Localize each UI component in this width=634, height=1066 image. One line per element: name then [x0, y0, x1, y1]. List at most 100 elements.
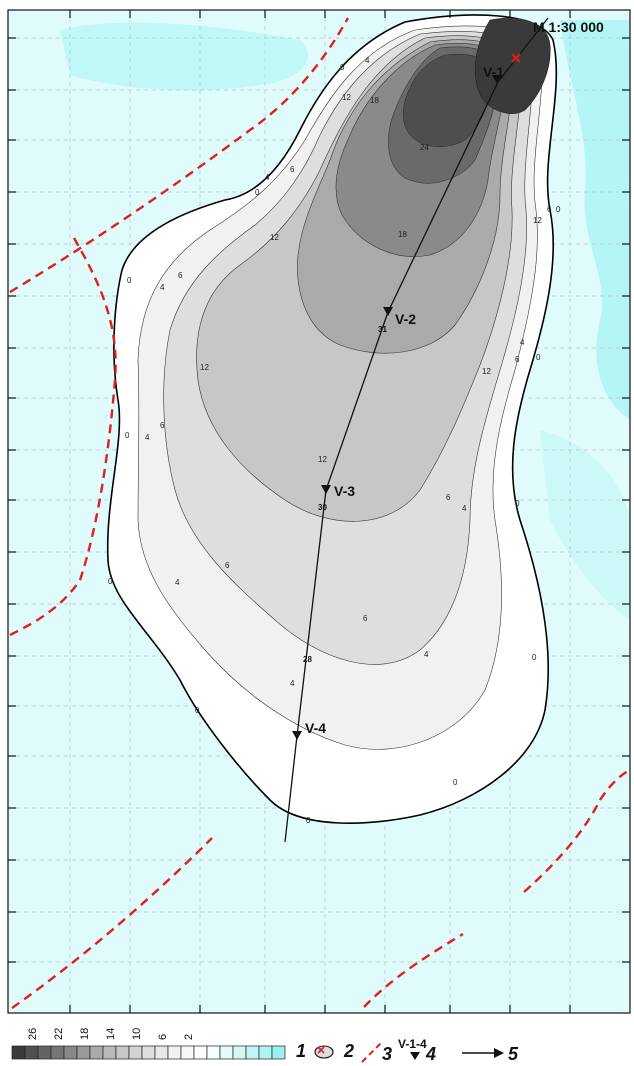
contour-label: 4	[462, 504, 467, 513]
scarp-marker	[511, 53, 521, 63]
fault-line	[11, 837, 213, 1009]
legend-tick-label: 22	[53, 1028, 65, 1040]
water-shallow-zone	[560, 20, 630, 420]
legend-swatch	[89, 1045, 104, 1060]
legend-swatch	[102, 1045, 117, 1060]
contour-label: 12	[482, 367, 491, 376]
map-frame	[7, 9, 631, 1014]
legend-swatch	[258, 1045, 273, 1060]
legend-swatch	[115, 1045, 130, 1060]
contour-label: 0	[125, 431, 130, 440]
contour-label: 6	[290, 165, 295, 174]
contour-label: 6	[160, 421, 165, 430]
contour-label: 0	[340, 63, 345, 72]
legend-swatch	[167, 1045, 182, 1060]
legend-item-4: 4	[425, 1044, 436, 1064]
well-label: V-2	[395, 311, 416, 327]
legend-item-2: 2	[343, 1041, 354, 1061]
contour-label: 0	[556, 205, 561, 214]
contour-label: 0	[255, 188, 260, 197]
legend-arrow-head	[494, 1048, 504, 1058]
legend-item-3: 3	[382, 1044, 392, 1064]
contour-label: 6	[547, 205, 552, 214]
contour-label: 18	[398, 230, 407, 239]
fault-line	[9, 17, 350, 294]
legend-well-icon	[410, 1052, 420, 1060]
profile-line	[284, 17, 549, 843]
fault-line	[363, 932, 464, 1008]
legend-item-5: 5	[508, 1044, 519, 1064]
legend-swatch	[24, 1045, 39, 1060]
legend-tick-labels: 26 22 18 14 10 6 2	[27, 1028, 195, 1040]
contour-label: 6	[446, 493, 451, 502]
contour-label: 4	[290, 679, 295, 688]
legend-fault-icon	[361, 1041, 383, 1063]
legend-swatch	[245, 1045, 260, 1060]
isopach-contours	[106, 14, 558, 824]
legend-swatch	[154, 1045, 169, 1060]
legend-tick-label: 10	[131, 1028, 143, 1040]
well-label: V-3	[334, 483, 355, 499]
legend-item-1: 1	[296, 1041, 306, 1061]
contour-label: 4	[424, 650, 429, 659]
legend-color-scale	[11, 1045, 286, 1060]
legend-tick-label: 26	[27, 1028, 39, 1040]
legend-swatch	[141, 1045, 156, 1060]
legend-swatch	[193, 1045, 208, 1060]
contour-label: 4	[365, 56, 370, 65]
contour-label: 6	[225, 561, 230, 570]
legend-swatch	[76, 1045, 91, 1060]
scale-label: M 1:30 000	[533, 19, 604, 35]
contour-label: 18	[370, 96, 379, 105]
contour-label: 12	[342, 93, 351, 102]
water-shallow-zone	[540, 430, 630, 620]
contour-label: 0	[532, 653, 537, 662]
legend-swatch	[50, 1045, 65, 1060]
contour-label: 12	[270, 233, 279, 242]
contour-label: 0	[536, 353, 541, 362]
well-marker-icon	[383, 307, 393, 316]
water-shallow-zone	[60, 22, 308, 91]
legend-tick-label: 6	[157, 1034, 169, 1040]
legend-swatch	[37, 1045, 52, 1060]
legend-swatch	[206, 1045, 221, 1060]
fault-lines	[9, 17, 631, 1009]
well-marker-icon	[321, 485, 331, 494]
legend-swatch	[63, 1045, 78, 1060]
well-marker-icon	[292, 731, 302, 740]
contour-label: 12	[533, 216, 542, 225]
legend-swatch	[219, 1045, 234, 1060]
contour-label: 0	[127, 276, 132, 285]
wells: V-1 V-2 31 V-3 30 V-4 28	[292, 64, 504, 740]
legend-tick-label: 14	[105, 1028, 117, 1040]
contour-label: 0	[515, 499, 520, 508]
well-depth: 30	[318, 503, 327, 512]
frame-ticks	[8, 10, 630, 1013]
contour-label: 0	[195, 706, 200, 715]
legend-scarp-icon	[314, 1045, 334, 1059]
contour-label: 4	[175, 578, 180, 587]
well-label: V-1	[483, 64, 504, 80]
well-marker-icon	[492, 75, 502, 84]
well-label: V-4	[305, 720, 326, 736]
contour-label: 0	[108, 577, 113, 586]
contour-label: 24	[420, 143, 429, 152]
contour-label: 6	[178, 271, 183, 280]
contour-label: 6	[363, 614, 368, 623]
contour-label: 6	[515, 355, 520, 364]
legend-tick-label: 2	[183, 1034, 195, 1040]
well-depth: 31	[378, 325, 387, 334]
legend-swatch	[128, 1045, 143, 1060]
fault-line	[9, 237, 117, 637]
well-depth: 28	[303, 655, 312, 664]
legend-swatch	[11, 1045, 26, 1060]
fault-line	[523, 768, 631, 893]
legend-swatch	[271, 1045, 286, 1060]
contour-label: 4	[160, 283, 165, 292]
legend-swatch	[180, 1045, 195, 1060]
legend: 26 22 18 14 10 6 2 1 2 3 V-1-4 4 5	[11, 1028, 519, 1064]
contour-label: 0	[453, 778, 458, 787]
